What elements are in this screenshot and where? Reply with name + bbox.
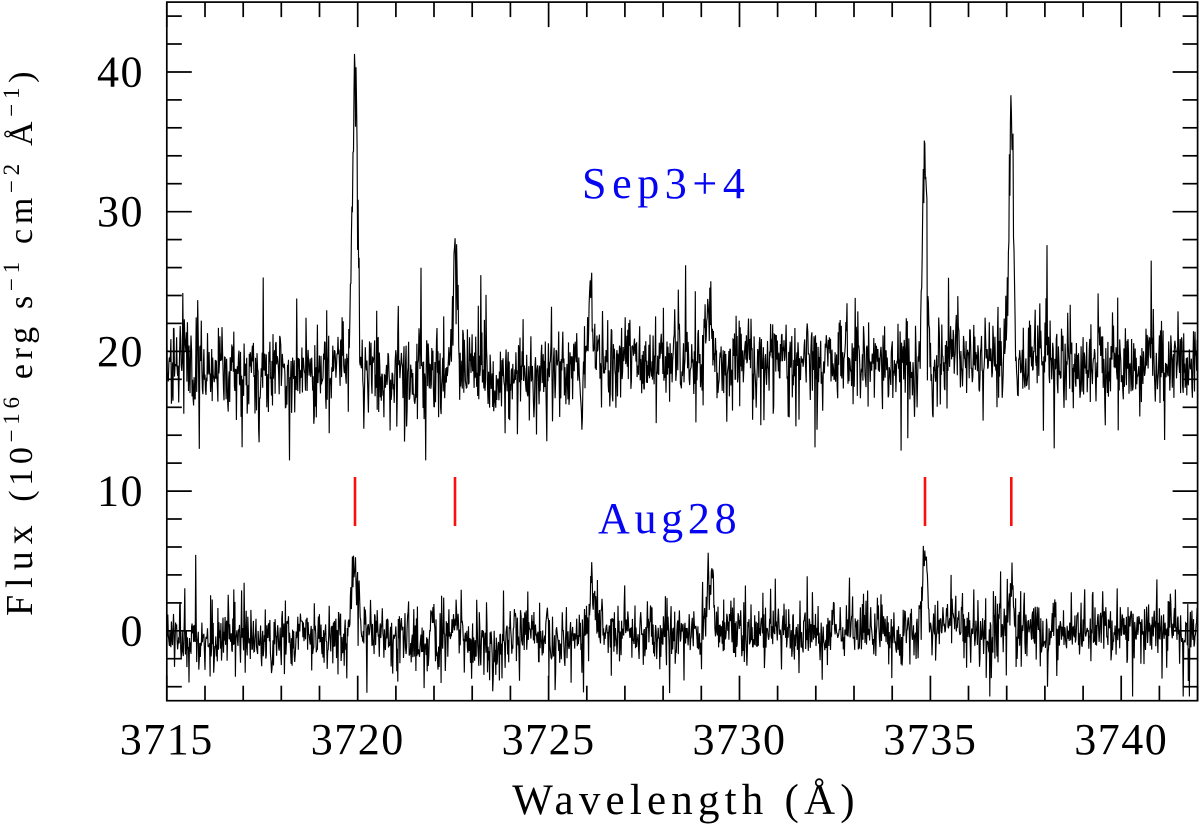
svg-text:20: 20	[97, 327, 144, 376]
svg-text:30: 30	[97, 187, 144, 236]
svg-text:Flux (10−16 erg s−1 cm−2 Å−1): Flux (10−16 erg s−1 cm−2 Å−1)	[0, 67, 41, 616]
svg-text:3715: 3715	[120, 715, 214, 764]
svg-text:Sep3+4: Sep3+4	[582, 159, 750, 208]
svg-text:3735: 3735	[883, 715, 977, 764]
svg-text:10: 10	[97, 467, 144, 516]
svg-text:40: 40	[97, 48, 144, 97]
svg-text:Aug28: Aug28	[598, 494, 741, 543]
svg-text:3725: 3725	[502, 715, 596, 764]
svg-text:3740: 3740	[1074, 715, 1168, 764]
svg-text:3730: 3730	[693, 715, 787, 764]
svg-text:3720: 3720	[311, 715, 405, 764]
svg-text:Wavelength (Å): Wavelength (Å)	[512, 777, 860, 824]
svg-text:0: 0	[121, 606, 145, 655]
